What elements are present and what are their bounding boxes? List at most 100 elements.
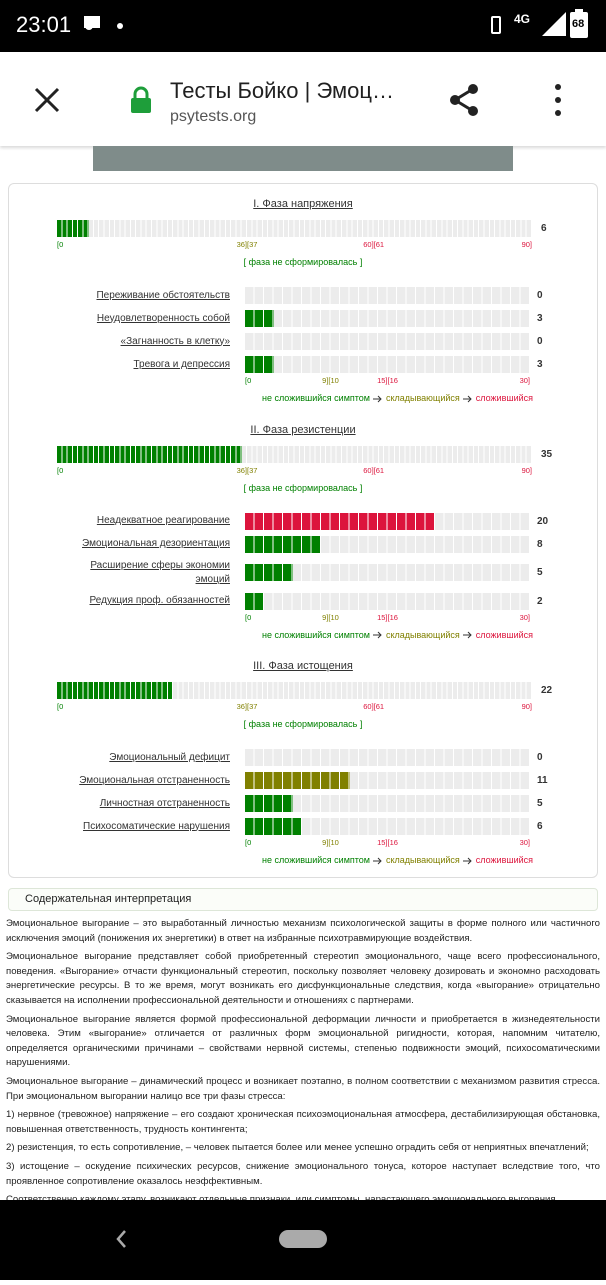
bar-value: 8: [537, 538, 543, 550]
bar-value: 11: [537, 775, 548, 786]
symptom-name: Психосоматические нарушения: [83, 820, 230, 832]
scale-label: [0: [57, 240, 64, 249]
legend-arrow: [372, 857, 382, 864]
scale: [0 36][37 60][61 90]: [57, 699, 532, 715]
scale: [0 9][10 15][16 30]: [245, 838, 530, 848]
phase-title: I. Фаза напряжения: [253, 198, 353, 210]
phase-row: 22: [57, 682, 597, 699]
bar-fill: [57, 682, 174, 699]
legend-arrow: [462, 395, 472, 402]
legend-arrow: [372, 631, 382, 639]
scale-label: [0: [245, 612, 252, 622]
legend-item: сложившийся: [475, 855, 534, 865]
symptom-row: Расширение сферы экономии эмоций 5: [9, 556, 597, 590]
bar-track: [245, 333, 530, 350]
scale-label: 90]: [521, 465, 532, 475]
legend-arrow: [462, 631, 472, 639]
symptom-name: Переживание обстоятельств: [96, 289, 230, 301]
bar-fill: [57, 445, 242, 463]
legend-item: не сложившийся симптом: [261, 855, 370, 865]
page-url: psytests.org: [170, 108, 257, 125]
bar-track: [245, 749, 530, 766]
symptom-name: Расширение сферы экономии эмоций: [90, 559, 230, 585]
bar-fill: [245, 535, 321, 553]
bar-fill: [245, 592, 264, 610]
legend: не сложившийся симптом складывающийся слож…: [245, 392, 550, 404]
legend: не сложившийся симптом складывающийся слож…: [245, 629, 550, 641]
bar-value: 2: [537, 595, 543, 607]
symptom-row: «Загнанность в клетку» 0: [9, 330, 597, 353]
scale-label: [0: [245, 376, 252, 385]
symptom-row: Тревога и депрессия 3: [9, 353, 597, 376]
scale-label: 90]: [521, 702, 532, 711]
symptom-name: «Загнанность в клетку»: [120, 335, 230, 347]
vibrate-icon: [491, 16, 501, 34]
scale-label: 30]: [519, 838, 530, 847]
scale-label: 36][37: [236, 240, 258, 249]
scale-label: 15][16: [377, 612, 398, 622]
scale-label: 30]: [519, 612, 530, 622]
scale-label: 60][61: [363, 240, 385, 249]
status-icons: [84, 16, 123, 30]
legend-item: не сложившийся симптом: [261, 393, 370, 403]
symptom-name: Неудовлетворенность собой: [96, 312, 230, 324]
scale-label: 90]: [521, 240, 532, 249]
bar-track: [245, 592, 530, 610]
scale-label: 36][37: [236, 702, 258, 711]
bar-track: [57, 220, 532, 237]
lock-icon: [131, 86, 151, 113]
share-button[interactable]: [445, 80, 485, 120]
legend-item: складывающийся: [385, 629, 460, 640]
legend-arrow: [372, 395, 382, 402]
scale: [0 36][37 60][61 90]: [57, 237, 532, 253]
bar-track: [245, 818, 530, 835]
scale-label: 15][16: [377, 838, 398, 847]
symptom-name: Редукция проф. обязанностей: [89, 595, 230, 606]
scale-label: [0: [57, 465, 64, 475]
bar-track: [57, 682, 532, 699]
bar-track: [245, 772, 530, 789]
bar-track: [245, 310, 530, 327]
bar-fill: [245, 564, 293, 581]
status-bar: 23:01 4G 68: [0, 0, 606, 52]
symptom-row: Редукция проф. обязанностей 2: [9, 590, 597, 613]
menu-button[interactable]: [548, 80, 568, 120]
bar-value: 35: [541, 448, 553, 460]
bar-value: 22: [541, 685, 553, 696]
results-card: I. Фаза напряжения 6 [0 36][37 60][61 90] [ фа…: [8, 183, 598, 878]
symptoms: Эмоциональный дефицит 0 Эмоциональная отст…: [9, 746, 597, 838]
bar-value: 5: [537, 567, 543, 578]
bar-fill: [245, 310, 274, 327]
symptom-name: Эмоциональная дезориентация: [82, 538, 230, 549]
paragraph: Эмоциональное выгорание – динамический п…: [6, 1075, 600, 1102]
phase-title: III. Фаза истощения: [253, 660, 353, 672]
symptom-row: Личностная отстраненность 5: [9, 792, 597, 815]
paragraph: 1) нервное (тревожное) напряжение – его …: [6, 1109, 600, 1135]
bar-fill: [245, 512, 435, 530]
page-title: Тесты Бойко | Эмоц…: [170, 78, 394, 103]
symptom-name: Личностная отстраненность: [99, 797, 230, 809]
phase-row: 35: [57, 445, 597, 463]
symptom-row: Переживание обстоятельств 0: [9, 284, 597, 307]
bar-value: 0: [537, 290, 543, 301]
phase-title: II. Фаза резистенции: [250, 423, 356, 436]
symptom-name: Неадекватное реагирование: [96, 515, 230, 526]
scale: [0 36][37 60][61 90]: [57, 463, 532, 479]
nav-buttons: [116, 1230, 327, 1248]
ad-banner[interactable]: [93, 146, 513, 171]
bar-fill: [245, 772, 350, 789]
symptom-row: Эмоциональный дефицит 0: [9, 746, 597, 769]
bar-fill: [57, 220, 89, 237]
bar-value: 0: [537, 752, 543, 763]
bar-value: 5: [537, 798, 543, 809]
bar-track: [245, 356, 530, 373]
bar-value: 6: [541, 223, 547, 234]
symptom-row: Психосоматические нарушения 6: [9, 815, 597, 838]
paragraph: Эмоциональное выгорание представляет соб…: [6, 951, 600, 1006]
paragraph: 3) истощение – оскудение психических рес…: [6, 1160, 600, 1187]
close-button[interactable]: [27, 80, 67, 120]
symptom-name: Эмоциональный дефицит: [109, 751, 230, 763]
legend-item: не сложившийся симптом: [261, 629, 370, 640]
browser-bar: Тесты Бойко | Эмоц… psytests.org: [0, 52, 606, 146]
